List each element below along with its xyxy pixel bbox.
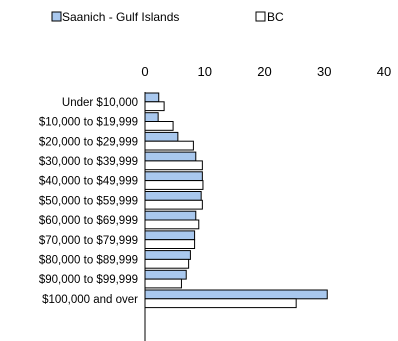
bar-bc bbox=[144, 278, 182, 289]
category-label: $40,000 to $49,999 bbox=[39, 176, 138, 188]
bar-bc bbox=[144, 101, 165, 112]
x-tick-label: 40 bbox=[377, 64, 391, 79]
x-tick-label: 10 bbox=[198, 64, 212, 79]
category-label: $20,000 to $29,999 bbox=[39, 136, 138, 148]
bar-saanich-gulf-islands bbox=[144, 171, 203, 182]
bar-bc bbox=[144, 239, 196, 249]
category-label: $50,000 to $59,999 bbox=[39, 195, 138, 207]
bar-saanich-gulf-islands bbox=[144, 131, 179, 142]
category-label: Under $10,000 bbox=[62, 97, 138, 109]
category-label: $100,000 and over bbox=[42, 294, 138, 306]
bar-bc bbox=[144, 180, 204, 190]
bar-saanich-gulf-islands bbox=[144, 289, 328, 300]
category-label: $90,000 to $99,999 bbox=[39, 274, 138, 286]
bar-bc bbox=[144, 160, 203, 171]
bar-bc bbox=[144, 140, 194, 151]
bar-saanich-gulf-islands bbox=[144, 112, 159, 122]
bar-bc bbox=[144, 199, 203, 210]
bars bbox=[144, 92, 328, 309]
x-axis-tick-labels: 0 10 20 30 40 bbox=[141, 64, 391, 79]
x-tick-label: 30 bbox=[317, 64, 331, 79]
x-tick-label: 0 bbox=[141, 64, 148, 79]
bar-bc bbox=[144, 219, 200, 230]
category-label: $60,000 to $69,999 bbox=[39, 215, 138, 227]
x-tick-label: 20 bbox=[257, 64, 271, 79]
bar-saanich-gulf-islands bbox=[144, 269, 187, 280]
bar-saanich-gulf-islands bbox=[144, 230, 196, 241]
bar-bc bbox=[144, 258, 190, 269]
bar-bc bbox=[144, 121, 174, 131]
bar-saanich-gulf-islands bbox=[144, 151, 197, 162]
category-label: $80,000 to $89,999 bbox=[39, 254, 138, 266]
legend-label-bc: BC bbox=[267, 10, 284, 24]
bar-saanich-gulf-islands bbox=[144, 191, 202, 201]
bar-saanich-gulf-islands bbox=[144, 210, 197, 221]
y-axis-category-labels: Under $10,000 $10,000 to $19,999 $20,000 t… bbox=[39, 97, 138, 306]
bar-saanich-gulf-islands bbox=[144, 92, 160, 103]
category-label: $30,000 to $39,999 bbox=[39, 156, 138, 168]
legend-label-saanich: Saanich - Gulf Islands bbox=[62, 10, 179, 24]
bar-saanich-gulf-islands bbox=[144, 250, 191, 260]
legend-swatch-saanich bbox=[51, 11, 62, 22]
category-label: $10,000 to $19,999 bbox=[39, 117, 138, 129]
bar-bc bbox=[144, 298, 297, 309]
chart-legend: Saanich - Gulf Islands BC bbox=[51, 10, 284, 24]
category-label: $70,000 to $79,999 bbox=[39, 235, 138, 247]
legend-swatch-bc bbox=[255, 11, 266, 22]
